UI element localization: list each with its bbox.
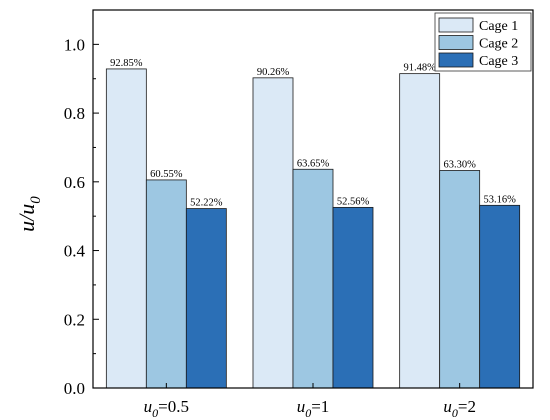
data-label: 90.26% [257,67,290,78]
legend-label: Cage 1 [479,19,518,34]
bar-cage-3-3 [479,204,521,389]
bar-cage-1-2 [252,77,294,389]
y-axis-label: u/u0 [14,196,44,232]
legend: Cage 1 Cage 2 Cage 3 [434,12,532,72]
bar-cage-3-2 [332,206,374,389]
y-axis: 0.0 0.2 0.4 0.6 0.8 1.0 [64,35,99,398]
legend-swatch [438,35,474,50]
x-tick-label: u0=0.5 [144,397,189,420]
bar-cage-2-2 [292,168,334,389]
x-tick-label: u0=1 [297,397,330,420]
y-axis-label-base: u/u [14,204,39,232]
legend-label: Cage 3 [479,54,518,69]
legend-swatch [438,17,474,33]
bars-layer [105,68,521,389]
y-tick-label: 0.2 [64,310,85,329]
y-axis-label-subscript: 0 [28,196,44,204]
data-labels-layer: 92.85% 60.55% 52.22% 90.26% 63.65% 52.56% 91.4… [110,58,516,209]
data-label: 53.16% [483,194,516,205]
y-tick-label: 1.0 [64,35,85,54]
bar-cage-2-1 [145,179,187,389]
data-label: 52.56% [337,196,370,207]
y-tick-label: 0.6 [64,173,85,192]
data-label: 92.85% [110,58,143,69]
legend-swatch [438,52,474,68]
x-tick-label: u0=2 [443,397,476,420]
legend-label: Cage 2 [479,37,518,52]
bar-cage-1-3 [399,73,441,389]
x-axis: u0=0.5 u0=1 u0=2 [144,383,476,420]
bar-cage-1-1 [105,68,147,389]
data-label: 52.22% [190,198,223,209]
data-label: 63.30% [443,159,476,170]
data-label: 60.55% [150,169,183,180]
data-label: 63.65% [297,158,330,169]
bar-cage-2-3 [439,170,481,389]
y-tick-label: 0.0 [64,379,85,398]
bar-cage-3-1 [185,208,227,389]
y-tick-label: 0.4 [64,242,86,261]
data-label: 91.48% [403,63,436,74]
y-tick-label: 0.8 [64,104,85,123]
